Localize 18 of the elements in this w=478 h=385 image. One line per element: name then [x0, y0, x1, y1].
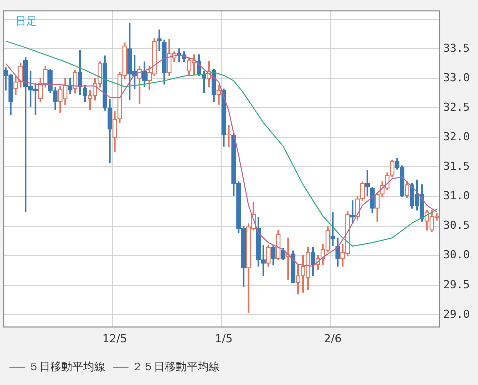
y-tick-label: 31.0 — [444, 190, 470, 203]
y-tick-label: 32.5 — [444, 100, 470, 114]
legend-label: ２５日移動平均線 — [132, 360, 220, 374]
legend-label: ５日移動平均線 — [28, 360, 106, 374]
candlestick — [330, 212, 336, 246]
y-tick-label: 29.0 — [444, 308, 470, 321]
x-tick-label: 1/5 — [215, 332, 233, 346]
y-tick-label: 33.5 — [444, 42, 470, 55]
chart-title: 日足 — [16, 14, 38, 28]
y-tick-label: 29.5 — [444, 278, 470, 292]
x-tick-label: 12/5 — [102, 332, 128, 346]
x-tick-label: 2/6 — [324, 332, 342, 346]
y-tick-label: 30.5 — [444, 219, 470, 232]
y-tick-label: 32.0 — [444, 130, 470, 144]
y-tick-label: 31.5 — [444, 160, 470, 174]
y-tick-label: 30.0 — [444, 248, 470, 262]
y-tick-label: 33.0 — [444, 71, 470, 84]
candlestick — [226, 126, 232, 148]
